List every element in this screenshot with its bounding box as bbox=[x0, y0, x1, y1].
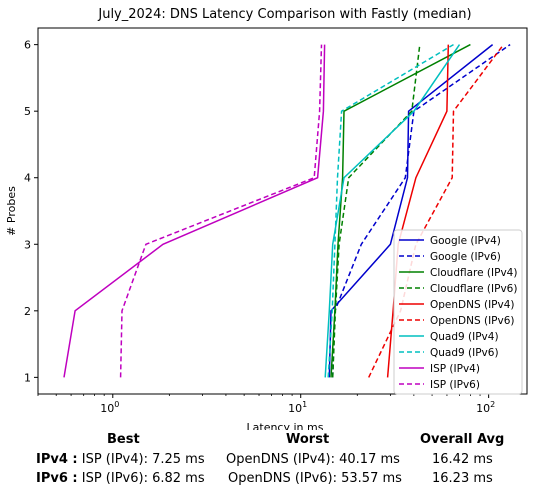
y-tick-label: 4 bbox=[24, 172, 31, 185]
summary-row-label: IPv6 : bbox=[36, 471, 78, 486]
y-tick-label: 1 bbox=[24, 371, 31, 384]
y-tick-label: 3 bbox=[24, 238, 31, 251]
y-tick-label: 2 bbox=[24, 305, 31, 318]
summary-row-label: IPv4 : bbox=[36, 452, 78, 467]
legend-label: OpenDNS (IPv4) bbox=[430, 299, 515, 311]
latency-chart: July_2024: DNS Latency Comparison with F… bbox=[5, 7, 528, 430]
summary-worst-value: OpenDNS (IPv6): 53.57 ms bbox=[228, 471, 402, 486]
summary-panel: Best Worst Overall Avg IPv4 : ISP (IPv4)… bbox=[0, 430, 541, 496]
series-lines bbox=[63, 43, 511, 378]
chart-title: July_2024: DNS Latency Comparison with F… bbox=[97, 7, 471, 22]
series-line-google-ipv4 bbox=[328, 44, 494, 378]
legend-label: Cloudflare (IPv4) bbox=[430, 267, 517, 279]
summary-worst-value: OpenDNS (IPv4): 40.17 ms bbox=[226, 452, 400, 467]
legend-label: Quad9 (IPv6) bbox=[430, 347, 499, 359]
series-line-google-ipv6 bbox=[331, 43, 511, 378]
y-tick-label: 5 bbox=[24, 105, 31, 118]
series-line-opendns-ipv6 bbox=[368, 44, 505, 378]
x-tick-label: 100 bbox=[100, 400, 119, 415]
legend-label: Google (IPv6) bbox=[430, 251, 501, 263]
series-line-quad9-ipv4 bbox=[324, 44, 461, 378]
y-tick-label: 6 bbox=[24, 39, 31, 52]
summary-row-ipv6: IPv6 : ISP (IPv6): 6.82 ms bbox=[36, 471, 205, 486]
legend-frame bbox=[393, 229, 523, 395]
series-line-quad9-ipv6 bbox=[327, 43, 454, 378]
x-axis-label: Latency in ms bbox=[247, 421, 324, 430]
summary-header-worst: Worst bbox=[286, 432, 330, 447]
summary-header-best: Best bbox=[107, 432, 140, 447]
summary-best-value: ISP (IPv6): 6.82 ms bbox=[81, 471, 205, 486]
summary-best-value: ISP (IPv4): 7.25 ms bbox=[81, 452, 205, 467]
legend-label: Google (IPv4) bbox=[430, 235, 501, 247]
summary-row-ipv4: IPv4 : ISP (IPv4): 7.25 ms bbox=[36, 452, 205, 467]
series-line-cloudflare-ipv4 bbox=[330, 43, 471, 378]
summary-overall-value: 16.42 ms bbox=[432, 452, 493, 467]
legend-label: Quad9 (IPv4) bbox=[430, 331, 499, 343]
legend-label: Cloudflare (IPv6) bbox=[430, 283, 517, 295]
summary-header-overall: Overall Avg bbox=[420, 432, 505, 447]
series-line-opendns-ipv4 bbox=[386, 44, 450, 378]
legend-label: ISP (IPv4) bbox=[430, 363, 480, 375]
legend-label: OpenDNS (IPv6) bbox=[430, 315, 515, 327]
x-tick-label: 102 bbox=[476, 400, 495, 415]
summary-overall-value: 16.23 ms bbox=[432, 471, 493, 486]
x-tick-label: 101 bbox=[288, 400, 307, 415]
legend: Google (IPv4) Google (IPv6) Cloudflare (IP… bbox=[393, 229, 523, 395]
legend-label: ISP (IPv6) bbox=[430, 379, 480, 391]
series-line-isp-ipv4 bbox=[63, 44, 326, 378]
y-axis-label: # Probes bbox=[5, 186, 18, 236]
series-line-isp-ipv6 bbox=[119, 44, 323, 378]
